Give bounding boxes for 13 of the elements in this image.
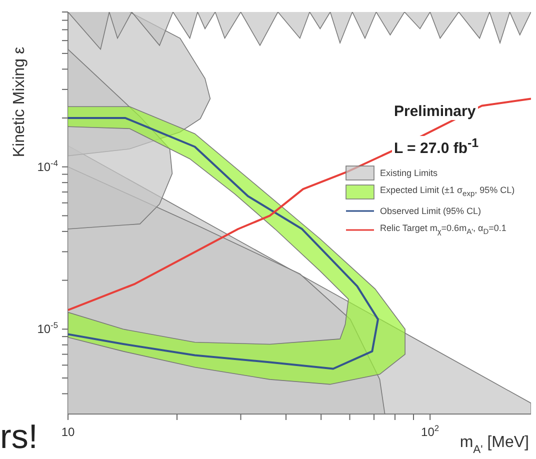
x-tick-label: 10 <box>61 425 75 439</box>
legend-label: Relic Target m$_{χ}$=0.6m$_{A'}$, α$_{D}$=0.1 <box>380 223 506 236</box>
annotation: Preliminary <box>392 103 478 120</box>
x-axis-title: m$_{A'}$ [MeV] <box>460 434 529 456</box>
x-tick-label: 10$^{2}$ <box>421 423 440 439</box>
text: rs! <box>0 418 38 457</box>
legend-label: Observed Limit (95% CL) <box>380 206 482 216</box>
y-tick-label: 10$^{-4}$ <box>37 158 58 174</box>
annotation: L = 27.0 fb$^{-1}$ <box>392 136 481 157</box>
y-tick-label: 10$^{-5}$ <box>37 320 58 336</box>
legend-label: Existing Limits <box>380 168 438 178</box>
legend-label: Expected Limit (±1 σ$_{exp}$, 95% CL) <box>380 185 515 198</box>
y-axis-title: Kinetic Mixing ε <box>11 46 28 158</box>
